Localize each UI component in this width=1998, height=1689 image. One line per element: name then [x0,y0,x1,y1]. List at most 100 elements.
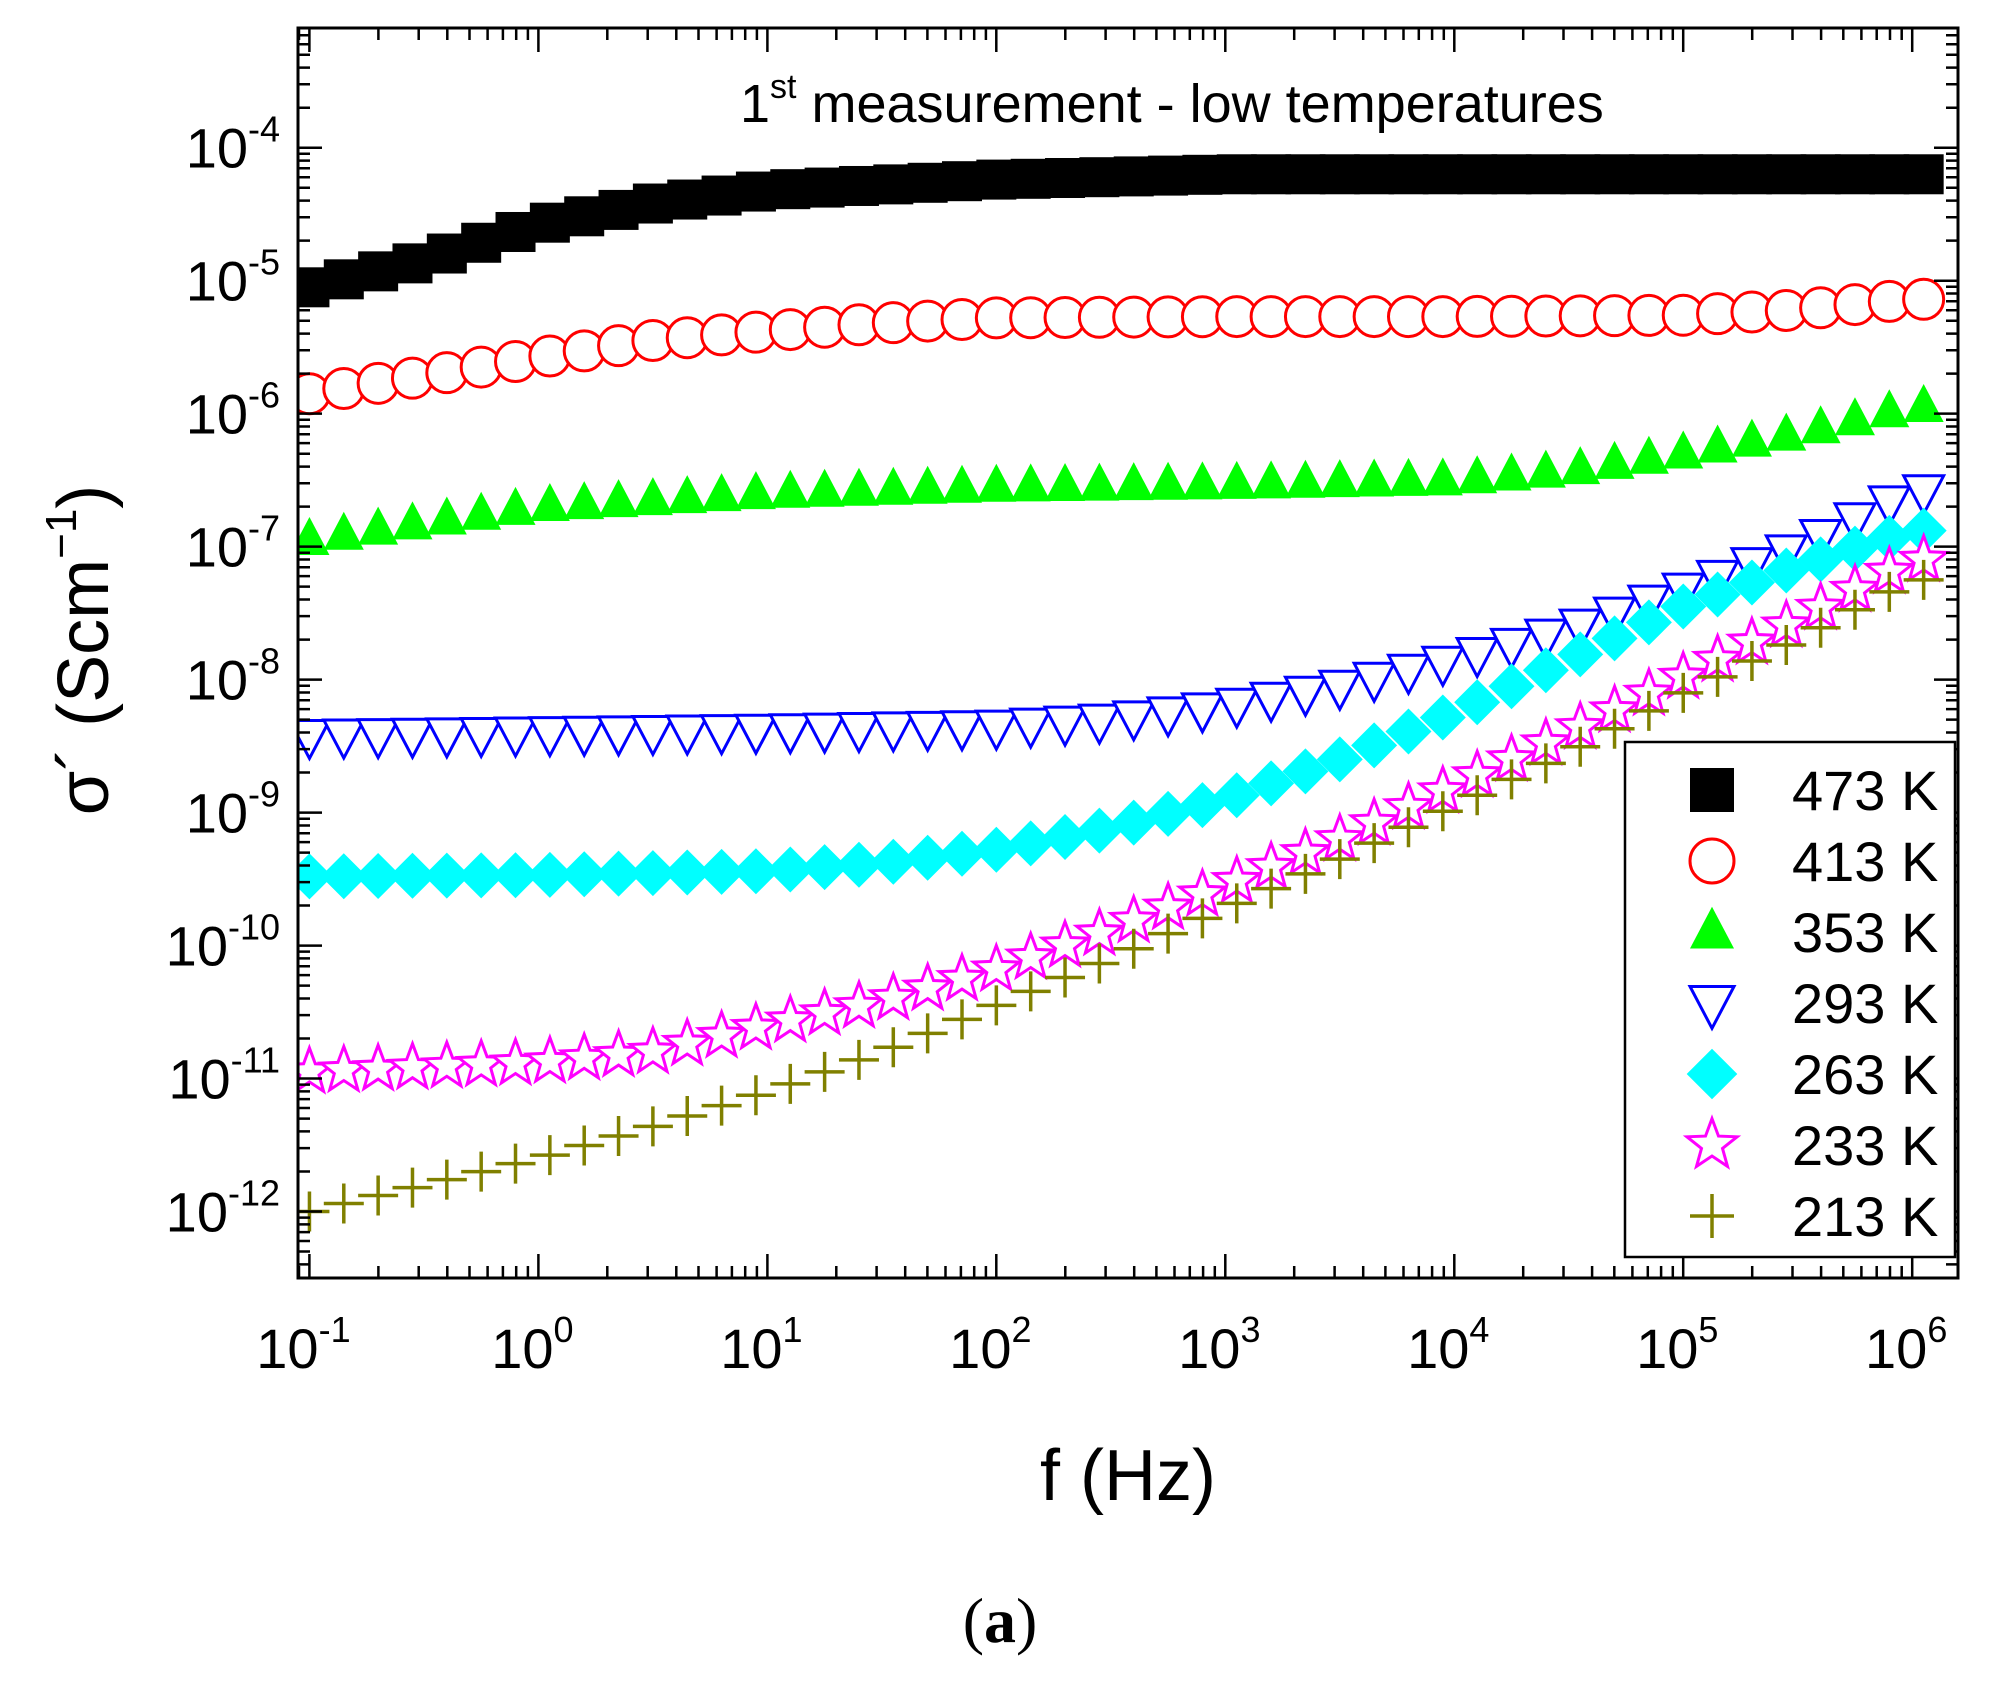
x-tick-label: 100 [491,1309,573,1380]
data-point [1213,772,1260,819]
data-point [1594,708,1635,749]
data-point [1182,154,1223,195]
y-tick-exp: -9 [248,774,280,815]
x-tick-base: 10 [949,1317,1011,1380]
data-point [873,466,914,505]
data-point [1869,154,1910,195]
data-point [458,716,504,760]
y-tick-base: 10 [186,250,248,313]
data-point [907,1013,948,1054]
data-point [1766,154,1807,195]
data-point [526,851,573,898]
data-point [1179,782,1226,829]
y-tick-base: 10 [186,383,248,446]
data-point [493,716,539,760]
data-point [1319,839,1360,880]
data-point [564,196,605,237]
data-point [358,251,399,292]
x-tick-exp: 0 [554,1309,574,1350]
data-point [1731,418,1772,457]
data-point [1522,647,1569,694]
x-tick-base: 10 [720,1317,782,1380]
data-point [1866,514,1913,561]
y-tick-exp: -8 [248,641,280,682]
y-tick-base: 10 [168,1048,230,1111]
data-point [389,852,436,899]
data-point [1354,823,1395,864]
data-point [527,716,573,759]
data-point [732,848,779,895]
legend-entry: 293 K [1687,972,1938,1035]
data-point [1903,154,1944,195]
data-point [426,496,467,535]
series-213-k [298,559,1944,1232]
legend-label: 413 K [1792,830,1938,893]
data-point [905,710,951,754]
legend-entry: 353 K [1690,901,1938,964]
data-point [942,161,982,202]
data-point [1076,703,1122,747]
data-point [1903,559,1944,600]
y-tick-base: 10 [186,649,248,712]
data-point [1285,154,1326,195]
data-point [667,179,708,220]
data-point [1113,928,1154,969]
data-point [1422,154,1463,195]
y-tick-label: 10-8 [186,641,280,712]
data-point [1113,462,1154,501]
data-point [492,852,539,899]
data-point [1560,726,1601,767]
data-point [1560,154,1601,195]
data-point [767,713,813,756]
series-413-k [298,277,1946,416]
legend-entry: 473 K [1690,759,1938,822]
data-point [495,486,536,525]
data-point [976,159,1017,200]
data-point [1148,913,1189,954]
legend-label: 473 K [1792,759,1938,822]
data-point [598,479,639,518]
data-point [596,715,642,759]
data-point [866,969,921,1022]
data-point [1182,461,1223,500]
data-point [1763,547,1810,594]
data-point [598,189,639,230]
data-point [1251,460,1292,499]
data-point [461,222,502,263]
data-point [1251,868,1292,909]
data-point [1316,736,1363,783]
data-point [1216,460,1257,499]
data-point [735,171,776,212]
data-point [873,164,914,205]
x-axis-label: f (Hz) [1040,1436,1216,1516]
data-point [1385,653,1431,697]
data-point [1319,459,1360,498]
data-point [1523,618,1569,662]
data-point [1145,696,1191,740]
data-point [1557,608,1603,652]
x-tick-exp: 2 [1011,1309,1031,1350]
x-tick-label: 101 [720,1309,802,1380]
x-tick-base: 10 [491,1317,553,1380]
data-point [1489,627,1535,671]
tick-labels: 10-1 100 101 102 103 104 105 10610-1210-1110-10… [166,109,1948,1380]
y-tick-label: 10-7 [186,508,280,579]
legend-entry: 413 K [1688,830,1938,893]
data-point [804,1051,845,1092]
panel-label: (a) [963,1585,1038,1656]
data-point [1557,631,1604,678]
data-point [598,1115,639,1156]
data-point [770,469,811,508]
data-point [767,846,814,893]
data-point [973,709,1019,753]
data-point [1525,743,1566,784]
data-point [1182,898,1223,939]
y-tick-base: 10 [166,915,228,978]
data-point [664,849,711,896]
data-point [701,1085,742,1126]
series-473-k [298,154,1944,308]
data-point [1491,452,1532,491]
data-point [320,853,367,900]
data-point [694,1007,749,1059]
data-point [1079,462,1120,501]
